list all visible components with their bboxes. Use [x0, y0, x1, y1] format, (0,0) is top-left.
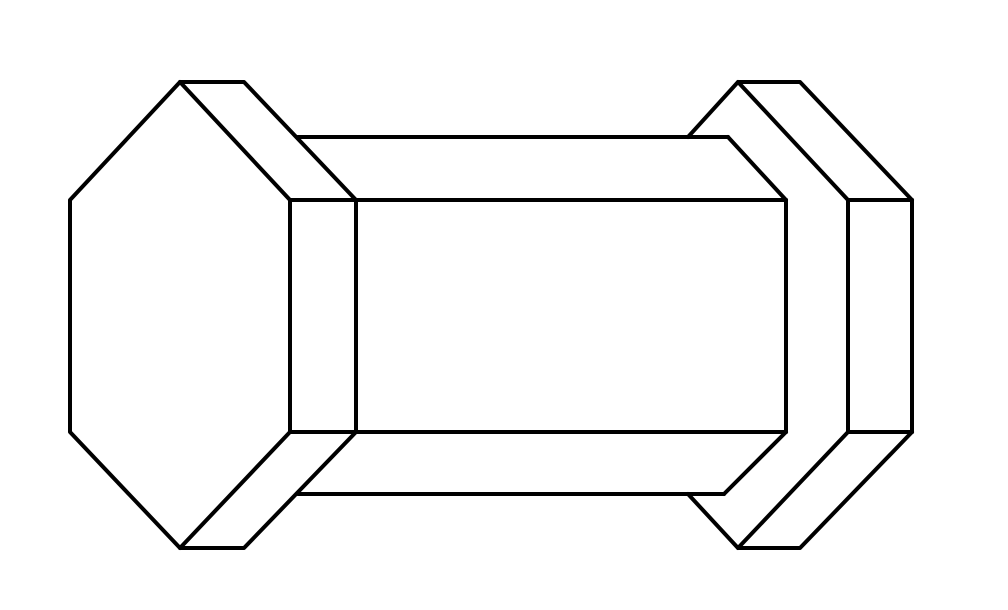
right-hex-nut [686, 80, 914, 550]
left-hex-nut [68, 80, 358, 550]
right-nut-inner-bottom-bevel [736, 430, 850, 550]
center-hexagonal-bar [296, 135, 788, 496]
right-nut-lower-outer-edge [686, 430, 914, 550]
left-nut-top-bevel [178, 80, 358, 202]
left-nut-bottom-bevel [178, 430, 358, 550]
right-nut-upper-left-edge [686, 80, 914, 202]
right-nut-inner-top-bevel [736, 80, 850, 202]
left-nut-front-face [68, 80, 292, 550]
bar-bottom-bevel-right [722, 430, 788, 496]
bar-top-bevel-right [726, 135, 788, 202]
